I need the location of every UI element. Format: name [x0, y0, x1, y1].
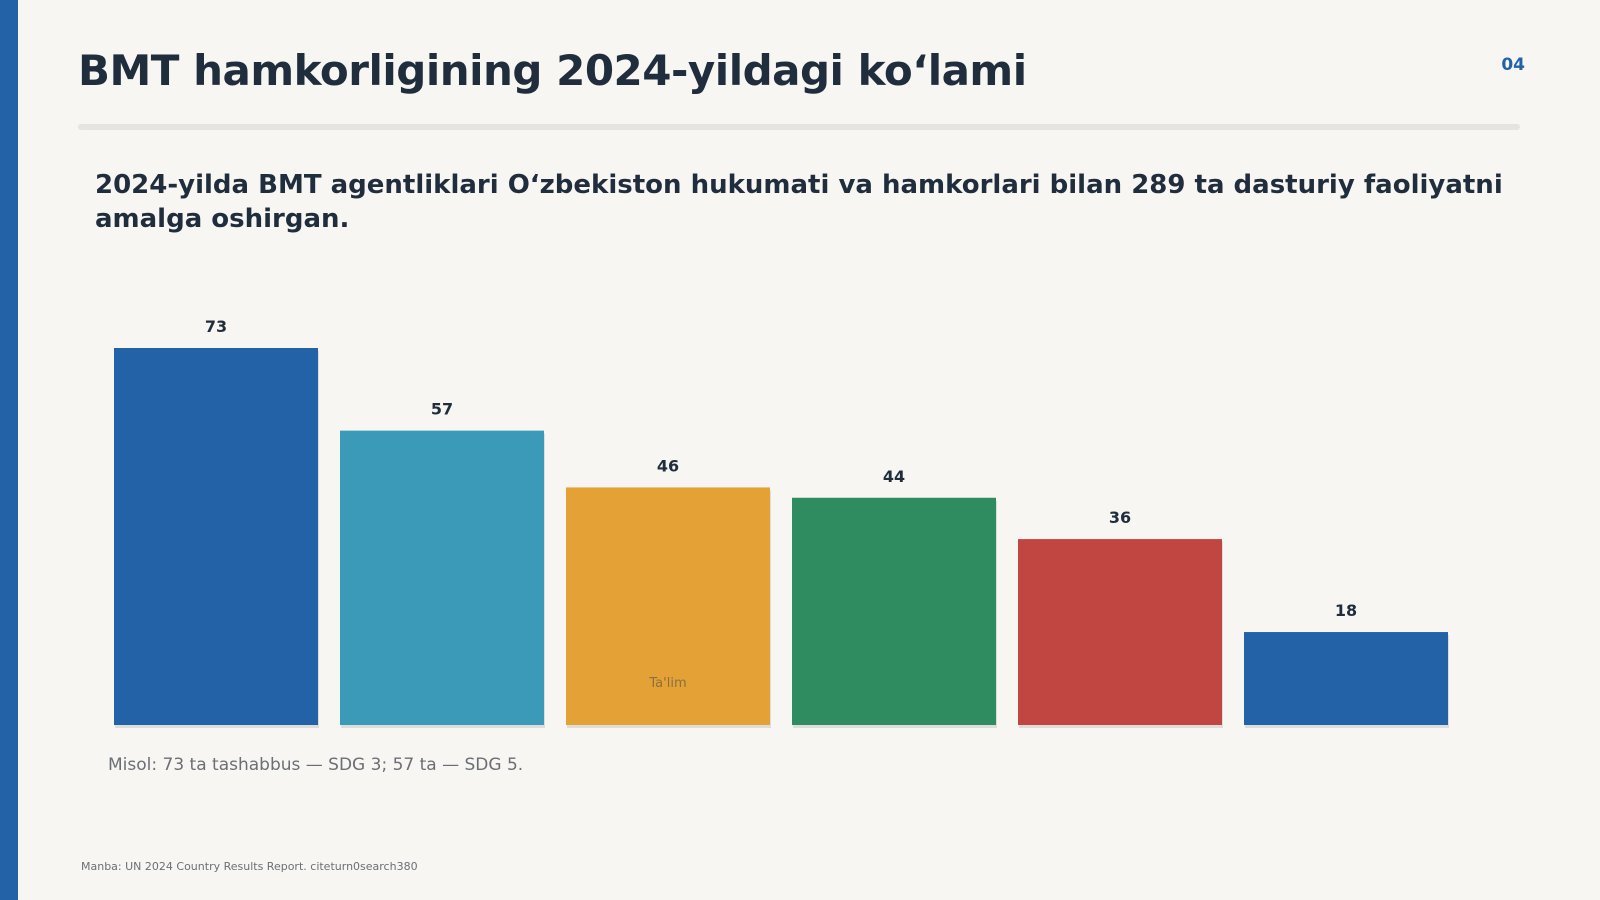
bar-value-label: 44	[883, 467, 905, 486]
chart-subtitle: 2024-yilda BMT agentliklari O‘zbekiston …	[95, 170, 1503, 234]
bar-2	[340, 430, 544, 725]
bar-value-label: 73	[205, 317, 227, 336]
bar-value-label: 18	[1335, 601, 1357, 620]
bar-4	[792, 497, 996, 725]
source-note: Manba: UN 2024 Country Results Report. c…	[81, 860, 418, 873]
title-divider	[78, 124, 1520, 130]
bar-3	[566, 487, 770, 725]
page-number: 04	[1501, 55, 1525, 75]
bar-value-label: 36	[1109, 508, 1131, 527]
bar-6	[1244, 632, 1448, 725]
accent-bar	[0, 0, 18, 900]
chart-note: Misol: 73 ta tashabbus — SDG 3; 57 ta — …	[108, 755, 524, 775]
page-title: BMT hamkorligining 2024-yildagi ko‘lami	[78, 46, 1027, 95]
bar-category-label: Ta'lim	[648, 676, 686, 691]
bar-5	[1018, 539, 1222, 725]
bar-value-label: 57	[431, 400, 453, 419]
bar-1	[114, 348, 318, 725]
bar-value-label: 46	[657, 456, 679, 475]
